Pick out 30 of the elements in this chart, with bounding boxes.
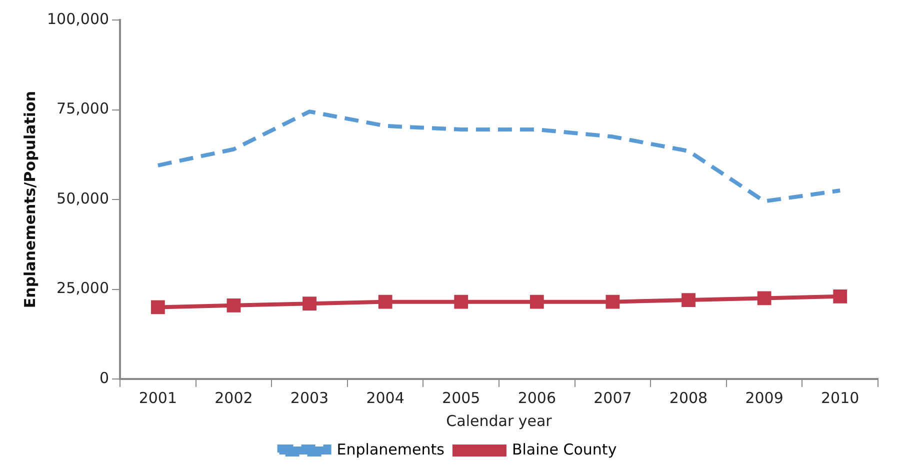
point <box>302 296 316 311</box>
point <box>530 294 544 309</box>
x-tick-label: 2010 <box>821 388 860 407</box>
point <box>757 291 772 306</box>
y-tick-label: 25,000 <box>56 279 110 298</box>
point <box>226 298 241 312</box>
point <box>150 300 165 314</box>
x-tick-label: 2004 <box>366 388 404 407</box>
y-tick-label: 50,000 <box>56 189 110 208</box>
point <box>454 294 468 309</box>
x-tick-label: 2001 <box>138 388 178 407</box>
line-series <box>156 110 842 204</box>
x-tick-label: 2009 <box>745 388 784 407</box>
x-tick-label: 2003 <box>290 388 329 407</box>
x-tick-label: 2002 <box>214 388 253 407</box>
x-tick-label: 2007 <box>594 388 632 407</box>
point <box>606 294 620 309</box>
legend-label: Blaine County <box>512 440 617 458</box>
point <box>833 289 848 304</box>
y-tick-label: 100,000 <box>47 10 110 28</box>
legend-label: Enplanements <box>336 440 445 458</box>
x-tick-label: 2006 <box>518 388 556 407</box>
y-tick-label: 0 <box>99 368 110 387</box>
x-tick-label: 2008 <box>669 388 708 407</box>
x-tick-label: 2005 <box>442 388 480 407</box>
x-axis-title: Calendar year <box>446 412 553 430</box>
y-axis-title: Enplanements/Population <box>20 90 39 308</box>
point <box>378 294 392 309</box>
y-tick-label: 75,000 <box>56 100 110 118</box>
point <box>682 293 696 307</box>
